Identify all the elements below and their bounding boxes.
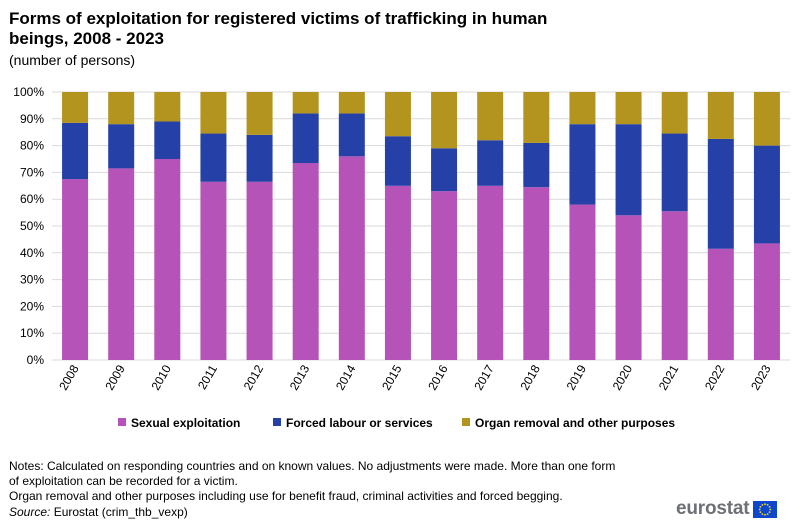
x-tick-label: 2010 [148,362,174,392]
bar-segment [62,179,89,360]
bar-segment [246,181,273,360]
x-tick-label: 2015 [379,362,405,392]
bar-segment [154,159,181,360]
notes-line-2: of exploitation can be recorded for a vi… [9,474,238,488]
bar-segment [384,185,411,360]
x-tick-label: 2013 [287,362,313,392]
bar-segment [661,211,688,360]
bar-segment [384,92,411,137]
x-tick-label: 2019 [564,362,590,392]
y-tick-label: 90% [20,112,44,126]
bar-segment [384,136,411,186]
title-line-1: Forms of exploitation for registered vic… [9,9,548,28]
bar-segment [62,122,89,180]
x-tick-label: 2008 [56,362,82,392]
x-tick-label: 2021 [656,362,682,392]
bar-segment [108,124,135,169]
eurostat-logo: eurostat [676,498,778,520]
logo-text: eurostat [676,498,750,519]
bar-segment [62,92,89,123]
bar-segment [569,204,596,360]
notes-line-1: Notes: Calculated on responding countrie… [9,459,616,473]
x-tick-label: 2017 [471,362,497,392]
bar-segment [338,156,365,360]
bar-segment [753,145,780,244]
y-tick-label: 70% [20,165,44,179]
y-tick-label: 50% [20,219,44,233]
x-tick-label: 2014 [333,362,359,392]
y-tick-label: 0% [27,353,45,367]
stacked-bar-chart: 0% 10% 20% 30% 40% 50% 60% 70% 80% 90% 100% 2008 200… [13,85,790,430]
source-label: Source: [9,505,51,519]
bar-segment [200,92,227,134]
bar-segment [753,92,780,146]
y-tick-label: 60% [20,192,44,206]
bar-segment [338,113,365,157]
bar-segment [154,92,181,122]
eu-flag-icon [753,500,778,518]
chart-notes: Notes: Calculated on responding countrie… [9,459,649,504]
bar-segment [154,121,181,159]
legend-swatch [462,418,470,426]
chart-title: Forms of exploitation for registered vic… [9,9,709,49]
bar-segment [707,138,734,249]
y-tick-label: 20% [20,299,44,313]
legend-label: Sexual exploitation [131,416,240,430]
bar-segment [246,92,273,135]
bar-segment [200,181,227,360]
y-tick-label: 100% [13,85,44,99]
bar-segment [615,92,642,125]
y-tick-label: 10% [20,326,44,340]
y-tick-label: 40% [20,246,44,260]
notes-line-3: Organ removal and other purposes includi… [9,489,563,503]
y-tick-label: 30% [20,273,44,287]
bar-segment [569,124,596,205]
bar-segment [338,92,365,114]
bar-segment [753,243,780,360]
bar-segment [615,215,642,360]
bar-segment [523,142,550,188]
bar-segment [431,92,458,149]
x-tick-label: 2022 [702,362,728,392]
source-text: Eurostat (crim_thb_vexp) [50,505,188,519]
bar-segment [292,92,319,114]
bar-segment [200,133,227,182]
bar-segment [246,134,273,182]
bar-segment [292,163,319,360]
bar-segment [523,187,550,360]
bar-segment [615,124,642,216]
bar-segment [661,133,688,212]
bar-segment [477,140,504,186]
legend-swatch [118,418,126,426]
bar-segment [707,92,734,139]
bar-segment [569,92,596,125]
source-line: Source: Eurostat (crim_thb_vexp) [9,505,188,519]
title-line-2: beings, 2008 - 2023 [9,29,164,48]
x-tick-label: 2012 [241,362,267,392]
bar-segment [108,168,135,360]
bar-segment [523,92,550,143]
bar-segment [108,92,135,125]
x-tick-label: 2020 [610,362,636,392]
y-tick-label: 80% [20,139,44,153]
x-tick-label: 2011 [195,362,220,392]
x-tick-label: 2009 [102,362,128,392]
bar-segment [661,92,688,134]
bar-segment [477,185,504,360]
x-tick-label: 2018 [517,362,543,392]
legend-label: Forced labour or services [286,416,433,430]
bar-segment [707,248,734,360]
chart-subtitle: (number of persons) [9,52,136,68]
bar-segment [431,148,458,192]
bar-segment [477,92,504,141]
legend-label: Organ removal and other purposes [475,416,675,430]
bar-segment [431,191,458,360]
legend-swatch [273,418,281,426]
x-tick-label: 2023 [748,362,774,392]
bar-segment [292,113,319,164]
x-tick-label: 2016 [425,362,451,392]
